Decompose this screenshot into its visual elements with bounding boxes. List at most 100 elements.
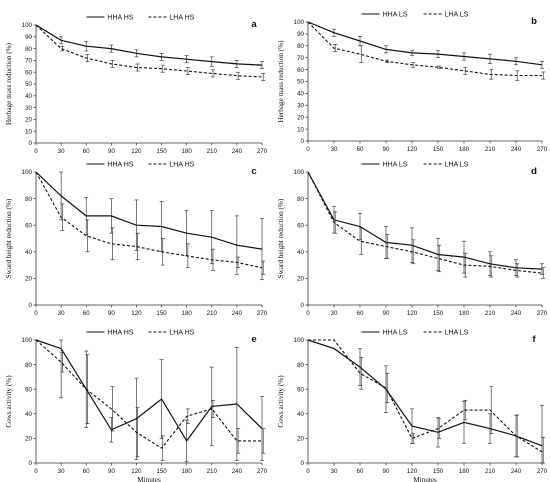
series-solid (307, 171, 544, 277)
series-dashed (35, 171, 266, 275)
series-line (308, 339, 543, 453)
panel-letter: d (531, 166, 537, 177)
x-tick-label: 150 (156, 310, 167, 317)
y-tick-label: 80 (297, 196, 304, 203)
y-tick-label: 10 (297, 126, 304, 133)
x-tick-label: 60 (83, 148, 90, 155)
series-line (307, 339, 543, 447)
y-tick-label: 100 (22, 169, 33, 176)
x-tick-label: 270 (257, 310, 268, 317)
x-tick-label: 90 (108, 148, 115, 155)
y-tick-label: 50 (25, 81, 32, 88)
x-tick-label: 60 (83, 468, 90, 475)
x-tick-label: 240 (232, 148, 243, 155)
series-line (35, 171, 263, 269)
x-tick-label: 0 (34, 148, 38, 155)
x-tick-label: 180 (459, 310, 470, 317)
series-solid (35, 171, 264, 281)
y-tick-label: 100 (294, 337, 305, 344)
panel-c: 0 20 40 60 80 100 0 30 60 90 120 150 180 210 240 270 Swa… (5, 161, 268, 317)
x-tick-label: 30 (58, 148, 65, 155)
panel-letter: b (531, 16, 537, 27)
x-tick-label: 150 (433, 310, 444, 317)
y-axis-title: Herbage mass reduction (%) (5, 42, 13, 125)
x-tick-label: 210 (485, 310, 496, 317)
x-tick-label: 0 (306, 310, 310, 317)
series-dashed (307, 21, 546, 81)
x-tick-label: 240 (511, 146, 522, 153)
x-tick-label: 60 (83, 310, 90, 317)
y-tick-label: 20 (25, 436, 32, 443)
x-tick-label: 120 (131, 148, 142, 155)
x-tick-label: 210 (207, 148, 218, 155)
legend-label: HHA HS (107, 161, 133, 168)
x-tick-label: 240 (511, 468, 522, 475)
legend-label: LHA LS (445, 11, 469, 18)
panel-letter: f (532, 334, 536, 345)
x-tick-label: 60 (357, 146, 364, 153)
y-axis-title: Cows activity (%) (277, 375, 285, 428)
y-tick-label: 80 (25, 196, 32, 203)
x-axis-title: Minutes (413, 476, 437, 482)
x-tick-label: 150 (433, 468, 444, 475)
x-tick-label: 240 (232, 310, 243, 317)
y-tick-label: 60 (25, 386, 32, 393)
y-tick-label: 40 (297, 91, 304, 98)
legend-label: HHA LS (383, 161, 408, 168)
y-tick-label: 80 (297, 43, 304, 50)
y-tick-label: 100 (22, 22, 33, 29)
panel-letter: e (251, 334, 256, 345)
x-tick-label: 120 (407, 468, 418, 475)
series-dashed (35, 339, 266, 461)
series-line (35, 339, 263, 442)
series-solid (307, 21, 544, 69)
x-tick-label: 30 (58, 468, 65, 475)
series-solid (35, 339, 264, 463)
series-dashed (35, 24, 266, 81)
x-tick-label: 90 (383, 146, 390, 153)
y-tick-label: 20 (297, 276, 304, 283)
y-tick-label: 100 (22, 337, 33, 344)
x-tick-label: 150 (156, 148, 167, 155)
y-tick-label: 0 (301, 138, 305, 145)
panel-d: 0 20 40 60 80 100 0 30 60 90 120 150 180 210 240 270 Swa… (277, 161, 548, 317)
legend-label: HHA LS (383, 11, 408, 18)
x-tick-label: 270 (257, 468, 268, 475)
series-line (35, 24, 263, 78)
y-tick-label: 60 (25, 222, 32, 229)
y-tick-label: 60 (25, 69, 32, 76)
series-line (307, 21, 542, 77)
series-dashed (307, 171, 546, 279)
legend-label: LHA HS (169, 161, 194, 168)
y-tick-label: 60 (297, 67, 304, 74)
x-tick-label: 270 (537, 310, 548, 317)
y-tick-label: 40 (25, 93, 32, 100)
legend-label: LHA HS (169, 329, 194, 336)
y-tick-label: 0 (29, 460, 33, 467)
x-tick-label: 180 (182, 310, 193, 317)
y-tick-label: 80 (25, 362, 32, 369)
series-line (35, 339, 262, 449)
x-tick-label: 90 (108, 310, 115, 317)
legend-label: HHA LS (383, 329, 408, 336)
panel-letter: a (251, 19, 257, 30)
x-tick-label: 90 (383, 468, 390, 475)
x-tick-label: 240 (232, 468, 243, 475)
y-tick-label: 0 (29, 302, 33, 309)
series-line (307, 21, 543, 66)
x-tick-label: 150 (433, 146, 444, 153)
y-tick-label: 80 (25, 46, 32, 53)
y-tick-label: 60 (297, 386, 304, 393)
legend-label: HHA HS (107, 14, 133, 21)
x-tick-label: 150 (156, 468, 167, 475)
x-tick-label: 60 (357, 468, 364, 475)
y-tick-label: 30 (297, 103, 304, 110)
legend-label: LHA LS (445, 329, 469, 336)
x-tick-label: 30 (331, 146, 338, 153)
x-tick-label: 240 (511, 310, 522, 317)
y-axis-title: Sward height reduction (%) (277, 198, 285, 278)
x-tick-label: 180 (182, 468, 193, 475)
x-tick-label: 120 (407, 146, 418, 153)
x-tick-label: 30 (331, 468, 338, 475)
